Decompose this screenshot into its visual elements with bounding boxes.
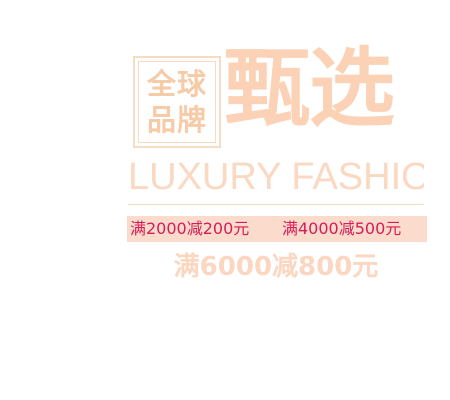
offer-6000: 满6000减800元 [173, 252, 379, 282]
global-brand-badge: 全球 品牌 [133, 56, 221, 148]
badge-line-2: 品牌 [146, 103, 207, 137]
divider-line [128, 204, 424, 205]
badge-line-1: 全球 [146, 67, 207, 101]
main-title: 甄选 [224, 39, 395, 139]
offer-bar: 满2000减200元 满4000减500元 [127, 216, 427, 242]
offer-4000: 满4000减500元 [282, 219, 402, 238]
subtitle: LUXURY FASHION [128, 158, 424, 198]
offer-2000: 满2000减200元 [130, 219, 250, 238]
